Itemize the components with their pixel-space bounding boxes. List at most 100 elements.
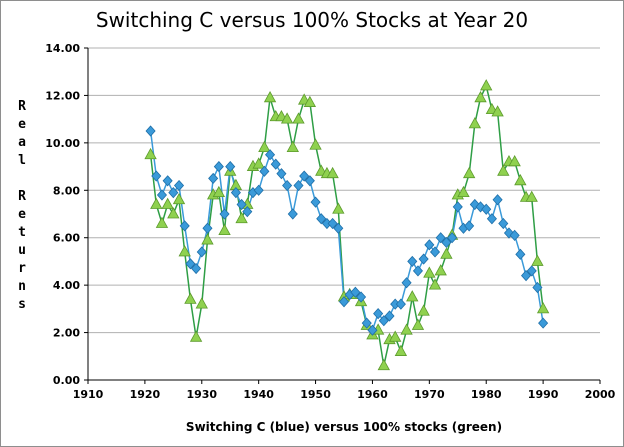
stocks-100-point <box>411 318 425 330</box>
switching-c-point <box>299 170 310 182</box>
y-axis-label-letter: a <box>18 135 26 150</box>
y-axis-label-letter: r <box>18 261 26 276</box>
stocks-100-point <box>514 173 527 186</box>
y-tick-label: 0.00 <box>53 374 80 387</box>
stocks-100-point <box>263 90 277 103</box>
switching-c-point <box>424 239 435 251</box>
switching-c-point <box>327 217 338 230</box>
switching-c-point <box>367 324 378 336</box>
switching-c-point <box>265 149 276 161</box>
stocks-100-point <box>326 166 339 179</box>
switching-c-point <box>447 232 458 244</box>
x-tick-label: 1910 <box>73 388 104 401</box>
switching-c-point <box>373 308 384 320</box>
stocks-100-point <box>406 290 419 302</box>
stocks-100-point <box>144 147 157 160</box>
y-axis-label-letter: R <box>18 99 26 114</box>
switching-c-point <box>356 291 367 303</box>
switching-c-point <box>509 229 520 241</box>
stocks-100-point <box>440 247 453 259</box>
y-tick-label: 10.00 <box>45 137 80 150</box>
switching-c-point <box>168 187 179 199</box>
switching-c-point <box>162 175 173 187</box>
switching-c-point <box>173 179 185 192</box>
x-tick-label: 1940 <box>243 388 274 401</box>
stocks-100-point <box>480 79 493 91</box>
switching-c-point <box>276 168 287 180</box>
switching-c-point <box>492 194 503 206</box>
y-axis-label-letter: u <box>18 243 26 258</box>
y-axis-label-letter: s <box>18 297 26 312</box>
y-axis-label-letter: t <box>18 225 26 240</box>
stocks-100-point <box>468 117 482 129</box>
switching-c-point <box>538 317 549 329</box>
switching-c-point <box>407 255 418 268</box>
stocks-100-point <box>201 233 214 245</box>
stocks-100-point <box>184 292 197 304</box>
switching-c-point <box>481 203 492 215</box>
y-tick-label: 8.00 <box>53 184 80 197</box>
x-axis-label: Switching C (blue) versus 100% stocks (g… <box>185 420 503 434</box>
switching-c-point <box>253 184 264 196</box>
switching-c-point <box>151 170 162 182</box>
x-tick-label: 1930 <box>186 388 217 401</box>
x-tick-label: 1980 <box>471 388 502 401</box>
switching-c-point <box>338 296 350 308</box>
switching-c-point <box>395 298 406 310</box>
y-tick-label: 12.00 <box>45 89 80 102</box>
stocks-100-point <box>280 112 294 124</box>
switching-c-point <box>304 175 315 187</box>
switching-c-point <box>316 213 327 225</box>
switching-c-point <box>429 246 441 258</box>
stocks-100-point <box>286 140 299 153</box>
switching-c-point <box>333 222 344 234</box>
switching-c-point <box>185 258 196 270</box>
switching-c-point <box>532 281 543 294</box>
stocks-100-point <box>258 140 271 153</box>
y-axis-label-letter: R <box>18 189 26 204</box>
y-axis-label-letter: e <box>18 117 26 132</box>
stocks-100-point <box>303 95 317 107</box>
stocks-100-point <box>389 330 402 342</box>
y-axis-label-letter: e <box>18 207 26 222</box>
stocks-100-point <box>218 223 231 236</box>
switching-c-point <box>293 179 304 192</box>
x-tick-label: 1970 <box>414 388 445 401</box>
stocks-100-point <box>474 90 487 103</box>
switching-c-point <box>282 179 293 192</box>
switching-c-point <box>464 220 475 232</box>
y-tick-label: 4.00 <box>53 279 80 292</box>
switching-c-point <box>378 315 389 327</box>
switching-c-point <box>515 248 526 260</box>
switching-c-point <box>401 277 412 289</box>
stocks-100-point <box>423 266 436 278</box>
stocks-100-point <box>400 323 413 335</box>
y-tick-label: 2.00 <box>53 327 80 340</box>
switching-c-point <box>219 208 230 220</box>
switching-c-point <box>287 208 298 220</box>
switching-c-point <box>441 236 452 249</box>
stocks-100-point <box>252 157 265 169</box>
stocks-100-point <box>172 192 186 205</box>
switching-c-point <box>526 265 537 277</box>
stocks-100-point <box>428 278 442 290</box>
x-tick-label: 1950 <box>300 388 331 401</box>
stocks-100-point <box>292 112 305 124</box>
stocks-100-point <box>531 254 544 266</box>
stocks-100-point <box>462 166 476 179</box>
x-tick-label: 1960 <box>357 388 388 401</box>
switching-c-point <box>452 201 463 213</box>
stocks-100-point <box>161 197 174 209</box>
switching-c-point <box>384 310 395 322</box>
stocks-100-point <box>394 344 408 356</box>
stocks-100-point <box>491 105 504 117</box>
stocks-100-point <box>155 216 169 228</box>
stocks-100-point <box>195 297 208 309</box>
x-tick-label: 1990 <box>528 388 559 401</box>
stocks-100-point <box>178 245 191 257</box>
switching-c-point <box>521 270 532 282</box>
stocks-100-point <box>457 185 470 198</box>
switching-c-point <box>191 262 202 275</box>
